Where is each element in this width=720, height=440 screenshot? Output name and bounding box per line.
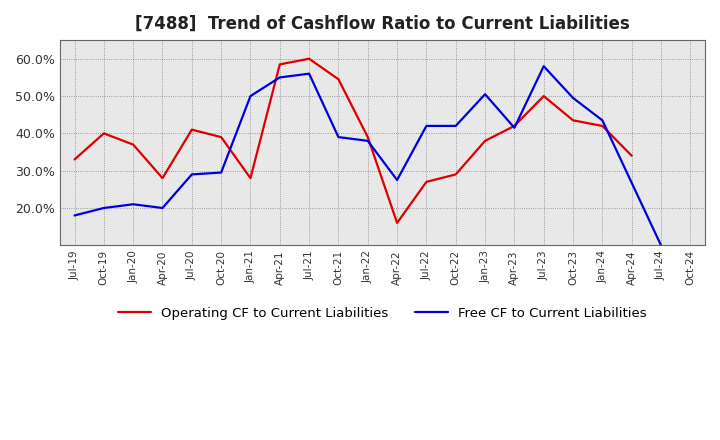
Title: [7488]  Trend of Cashflow Ratio to Current Liabilities: [7488] Trend of Cashflow Ratio to Curren…: [135, 15, 630, 33]
Free CF to Current Liabilities: [334, 135, 343, 140]
Operating CF to Current Liabilities: [276, 62, 284, 67]
Free CF to Current Liabilities: [657, 243, 665, 248]
Free CF to Current Liabilities: [129, 202, 138, 207]
Free CF to Current Liabilities: [187, 172, 196, 177]
Free CF to Current Liabilities: [510, 125, 518, 130]
Operating CF to Current Liabilities: [627, 153, 636, 158]
Free CF to Current Liabilities: [598, 117, 607, 123]
Operating CF to Current Liabilities: [510, 123, 518, 128]
Free CF to Current Liabilities: [422, 123, 431, 128]
Free CF to Current Liabilities: [569, 95, 577, 101]
Free CF to Current Liabilities: [99, 205, 108, 211]
Free CF to Current Liabilities: [246, 93, 255, 99]
Operating CF to Current Liabilities: [334, 77, 343, 82]
Operating CF to Current Liabilities: [129, 142, 138, 147]
Line: Operating CF to Current Liabilities: Operating CF to Current Liabilities: [75, 59, 631, 223]
Operating CF to Current Liabilities: [71, 157, 79, 162]
Free CF to Current Liabilities: [364, 138, 372, 143]
Operating CF to Current Liabilities: [99, 131, 108, 136]
Free CF to Current Liabilities: [158, 205, 167, 211]
Operating CF to Current Liabilities: [539, 93, 548, 99]
Free CF to Current Liabilities: [71, 213, 79, 218]
Operating CF to Current Liabilities: [598, 123, 607, 128]
Free CF to Current Liabilities: [539, 64, 548, 69]
Operating CF to Current Liabilities: [422, 179, 431, 184]
Operating CF to Current Liabilities: [158, 176, 167, 181]
Operating CF to Current Liabilities: [481, 138, 490, 143]
Free CF to Current Liabilities: [276, 75, 284, 80]
Operating CF to Current Liabilities: [393, 220, 402, 226]
Operating CF to Current Liabilities: [569, 117, 577, 123]
Operating CF to Current Liabilities: [451, 172, 460, 177]
Operating CF to Current Liabilities: [187, 127, 196, 132]
Operating CF to Current Liabilities: [364, 135, 372, 140]
Free CF to Current Liabilities: [481, 92, 490, 97]
Operating CF to Current Liabilities: [246, 176, 255, 181]
Legend: Operating CF to Current Liabilities, Free CF to Current Liabilities: Operating CF to Current Liabilities, Fre…: [112, 301, 652, 325]
Operating CF to Current Liabilities: [217, 135, 225, 140]
Free CF to Current Liabilities: [451, 123, 460, 128]
Line: Free CF to Current Liabilities: Free CF to Current Liabilities: [75, 66, 661, 246]
Free CF to Current Liabilities: [305, 71, 313, 76]
Free CF to Current Liabilities: [393, 177, 402, 183]
Free CF to Current Liabilities: [217, 170, 225, 175]
Operating CF to Current Liabilities: [305, 56, 313, 62]
